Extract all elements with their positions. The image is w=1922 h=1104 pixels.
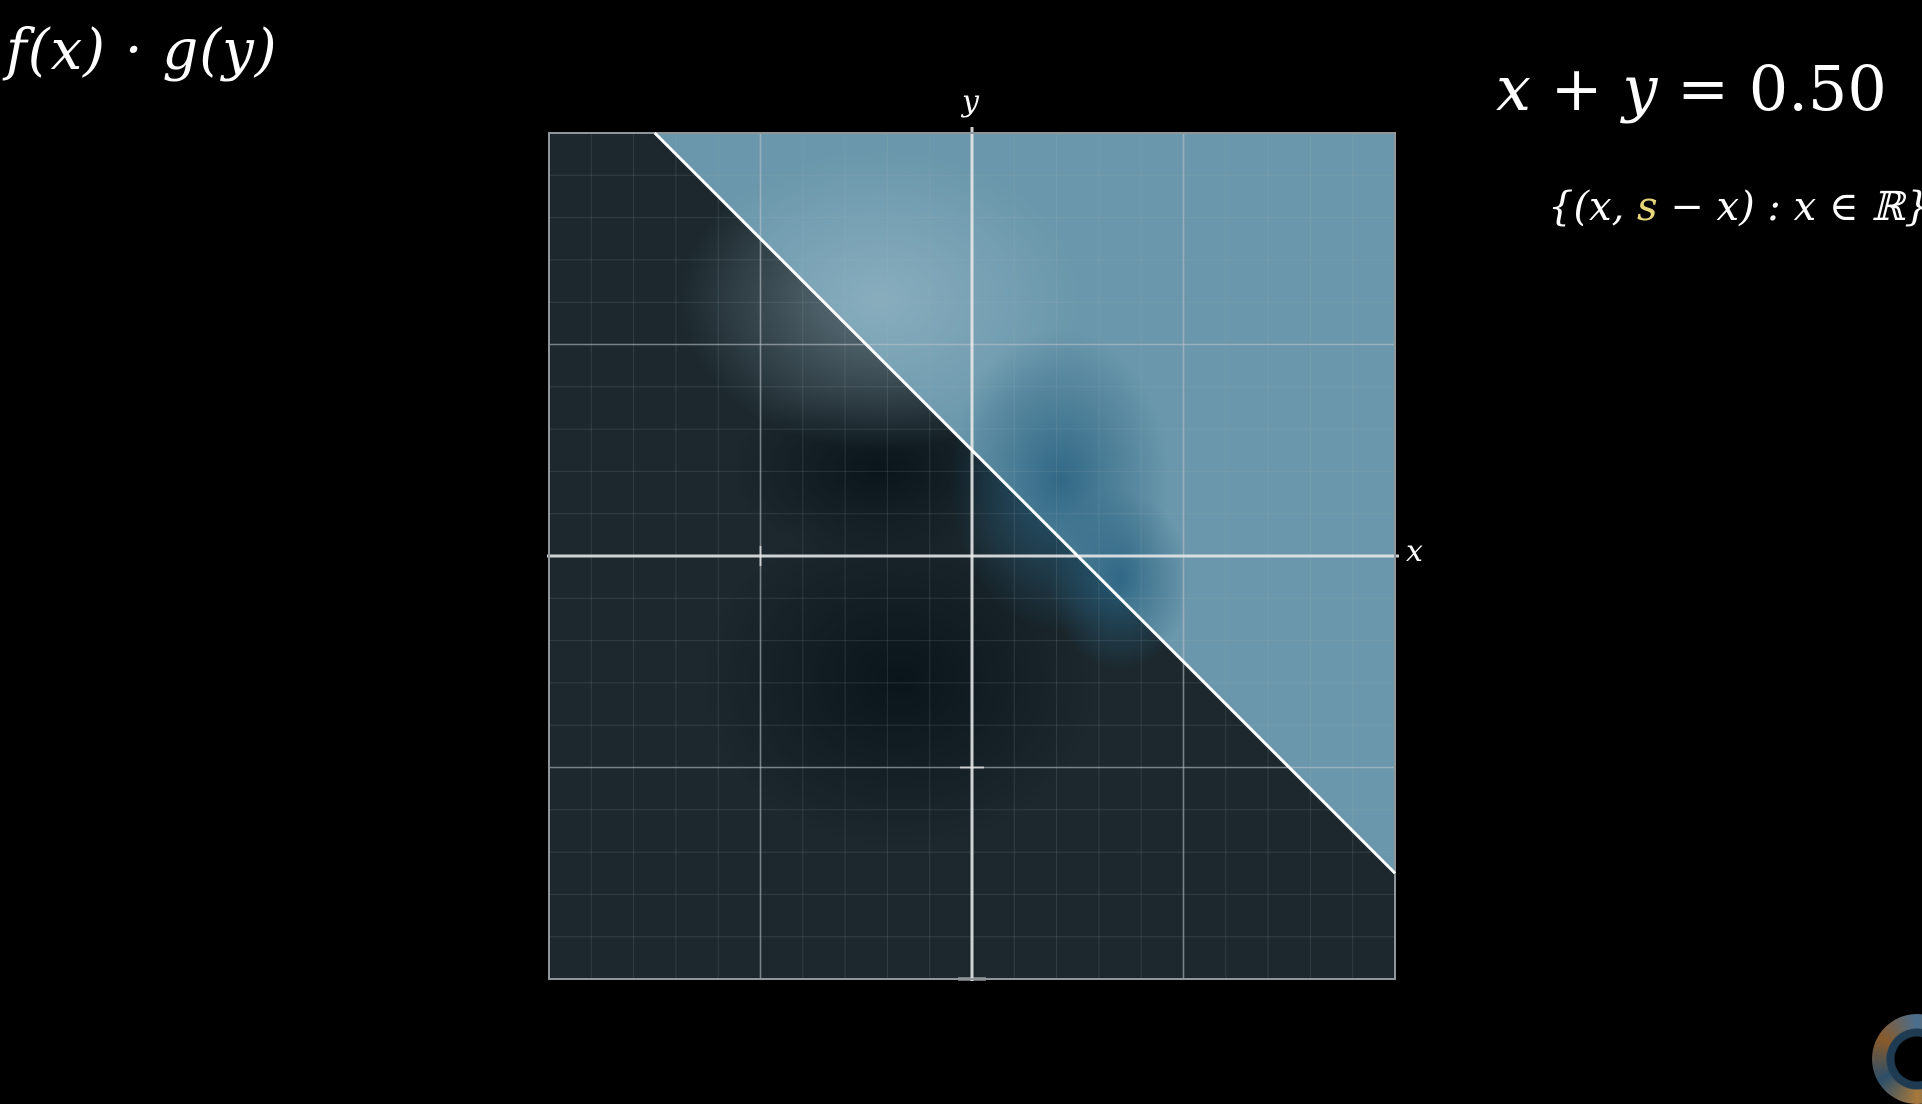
shaded-highlight [680,150,1080,450]
set-notation-open: {(x, [1548,184,1638,230]
plane-border [548,132,1396,980]
product-expression: f(x) · g(y) [6,18,278,83]
set-notation-accent: s [1637,184,1658,230]
equation-equals: = [1677,52,1730,125]
set-notation-close: − x) : x ∈ ℝ} [1657,184,1922,230]
set-notation: {(x, s − x) : x ∈ ℝ} [1548,184,1922,230]
equation-value: 0.50 [1748,52,1887,125]
constraint-line [653,131,1397,875]
sum-equation: x + y = 0.50 [1496,52,1887,125]
y-axis-label: y [962,84,979,119]
x-axis-label: x [1406,534,1423,569]
shaded-depth-lower [1050,490,1190,670]
equation-lhs: x + y [1496,52,1658,125]
